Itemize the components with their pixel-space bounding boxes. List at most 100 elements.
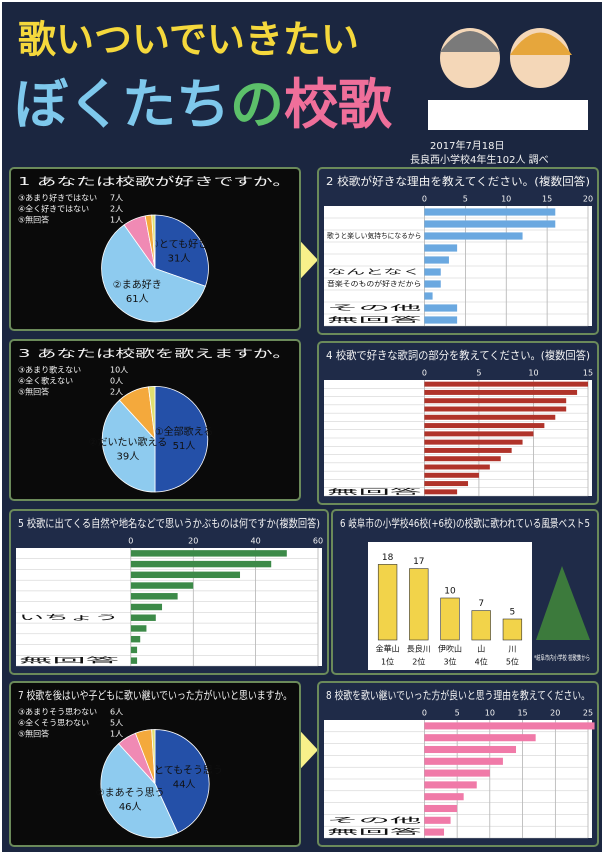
- bar: [424, 465, 489, 470]
- x-tick-label: 伊吹山: [438, 644, 462, 654]
- bar: [424, 481, 468, 486]
- category-label: なんとなく: [327, 268, 421, 276]
- legend-label: ⑤無回答: [18, 215, 49, 225]
- bar: [424, 734, 535, 741]
- legend-label: ③あまりそう思わない: [18, 708, 97, 717]
- bar: [424, 415, 555, 420]
- legend-value: 0人: [110, 377, 123, 386]
- legend-value: 1人: [110, 730, 123, 739]
- x-tick-label: 5: [463, 195, 468, 204]
- bar: [424, 232, 522, 239]
- subtitle-part: 校歌: [284, 73, 392, 136]
- legend-label: ④全くそう思わない: [18, 718, 89, 728]
- category-label: 無回答: [327, 315, 421, 324]
- bar: [424, 423, 544, 428]
- bar: [424, 817, 450, 824]
- rank-label: 2位: [412, 657, 425, 667]
- chart-title: 4 校歌で好きな歌詞の部分を教えてください。(複数回答): [326, 348, 590, 362]
- value-label: 5: [510, 608, 516, 618]
- slice-label: ①とても好き: [150, 237, 208, 250]
- bar: [424, 758, 503, 765]
- bar: [131, 561, 271, 567]
- bar: [131, 593, 178, 599]
- slice-value: 31人: [168, 253, 191, 264]
- x-tick-label: 10: [501, 195, 511, 204]
- chart-note: *岐阜市内小学校 校歌集から: [534, 653, 590, 662]
- bar: [424, 440, 522, 445]
- x-tick-label: 60: [313, 537, 323, 546]
- bar: [131, 615, 156, 621]
- legend-label: ⑤無回答: [18, 387, 49, 397]
- x-tick-label: 0: [422, 369, 427, 378]
- bar: [424, 829, 444, 836]
- bar: [424, 781, 476, 788]
- value-label: 7: [478, 599, 484, 609]
- chart-title: 3 あなたは校歌を歌えますか。: [18, 346, 292, 360]
- value-label: 10: [444, 587, 456, 597]
- bar: [424, 473, 479, 478]
- x-tick-label: 0: [422, 709, 427, 718]
- x-tick-label: 5: [455, 709, 460, 718]
- bar: [424, 456, 500, 461]
- rank-label: 3位: [443, 657, 456, 667]
- bar: [424, 256, 449, 263]
- x-tick-label: 40: [251, 537, 261, 546]
- x-tick-label: 15: [583, 369, 593, 378]
- x-tick-label: 20: [550, 709, 560, 718]
- category-label: その他: [327, 815, 421, 824]
- bar: [409, 569, 428, 640]
- legend-label: ③あまり好きではない: [18, 193, 97, 203]
- bar: [378, 564, 397, 640]
- legend-value: 2人: [110, 388, 123, 397]
- x-tick-label: 10: [528, 369, 538, 378]
- bar: [503, 619, 522, 640]
- bar: [424, 268, 440, 275]
- category-label: 無回答: [19, 656, 119, 665]
- x-tick-label: 長良川: [407, 644, 431, 654]
- bar: [441, 598, 460, 640]
- value-label: 17: [413, 557, 424, 567]
- bar: [131, 625, 147, 631]
- bar: [424, 398, 566, 403]
- bar: [131, 604, 162, 610]
- legend-value: 2人: [110, 205, 123, 214]
- category-label: その他: [327, 303, 421, 312]
- slice-value: 61人: [126, 294, 149, 305]
- bar: [424, 220, 555, 227]
- rank-label: 1位: [381, 657, 394, 667]
- slice-label: ②まあそう思う: [96, 787, 165, 799]
- legend-label: ④全く好きではない: [18, 204, 89, 214]
- subtitle-part: の: [230, 73, 284, 136]
- bar: [131, 550, 287, 556]
- legend-label: ⑤無回答: [18, 729, 49, 739]
- chart-title: 5 校歌に出てくる自然や地名などで思いうかぶものは何ですか(複数回答): [18, 516, 320, 530]
- x-tick-label: 15: [542, 195, 552, 204]
- bar: [131, 647, 137, 653]
- legend-value: 10人: [110, 366, 128, 375]
- bar: [424, 390, 577, 395]
- chart-title: 6 岐阜市の小学校46校(+6校)の校歌に歌われている風景ベスト5: [340, 516, 590, 530]
- poster-subtitle: ぼくたちの校歌: [14, 73, 392, 136]
- legend-value: 6人: [110, 708, 123, 717]
- subtitle-part: ぼくたち: [14, 73, 230, 136]
- bar: [424, 407, 566, 412]
- bar: [424, 292, 432, 299]
- legend-label: ③あまり歌えない: [18, 365, 81, 375]
- x-tick-label: 金華山: [376, 644, 400, 654]
- chart-title: 1 あなたは校歌が好きですか。: [18, 174, 292, 188]
- legend-value: 5人: [110, 719, 123, 728]
- bar: [131, 582, 193, 588]
- slice-label: ①とてもそう思う: [145, 764, 223, 776]
- survey-date: 2017年7月18日: [430, 139, 505, 152]
- bar: [424, 244, 457, 251]
- category-label: いちょう: [19, 614, 119, 622]
- bar: [424, 316, 457, 323]
- x-tick-label: 山: [477, 645, 485, 654]
- category-label: 歌うと楽しい気持ちになるから: [327, 231, 421, 240]
- poster: 歌いついでいきたい ぼくたちの校歌 2017年7月18日 長良西小学校4年生10…: [0, 0, 604, 854]
- x-tick-label: 5: [476, 369, 481, 378]
- rank-label: 5位: [506, 657, 519, 667]
- x-tick-label: 0: [422, 195, 427, 204]
- x-tick-label: 川: [508, 645, 516, 654]
- slice-value: 44人: [173, 779, 196, 790]
